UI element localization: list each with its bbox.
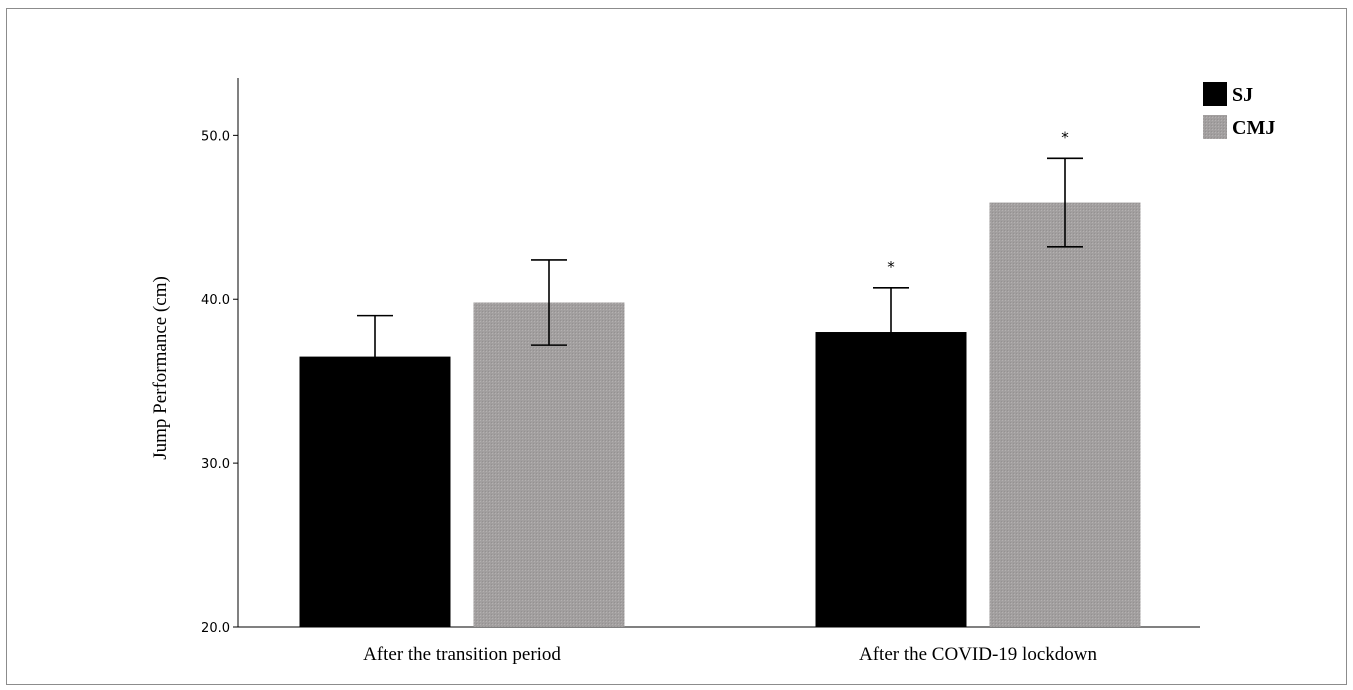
bar-sj <box>299 356 451 627</box>
legend-swatch-sj <box>1203 82 1227 106</box>
bar-sj <box>815 332 967 627</box>
plot-area: 20.0 30.0 40.0 50.0 After the transition per… <box>201 78 1275 665</box>
legend-label-sj: SJ <box>1232 84 1253 106</box>
legend-label-cmj: CMJ <box>1232 117 1275 139</box>
y-tick-label: 30.0 <box>201 457 230 472</box>
y-axis-title: Jump Performance (cm) <box>150 276 171 460</box>
significance-marker: * <box>1061 128 1069 146</box>
x-category-label: After the transition period <box>363 644 561 665</box>
bar-cmj <box>473 302 625 627</box>
y-tick-label: 20.0 <box>201 621 230 636</box>
significance-marker: * <box>887 258 895 276</box>
legend-swatch-cmj <box>1203 115 1227 139</box>
y-tick-label: 50.0 <box>201 129 230 144</box>
x-category-label: After the COVID-19 lockdown <box>859 644 1097 665</box>
bar-cmj <box>989 202 1141 627</box>
y-tick-label: 40.0 <box>201 293 230 308</box>
